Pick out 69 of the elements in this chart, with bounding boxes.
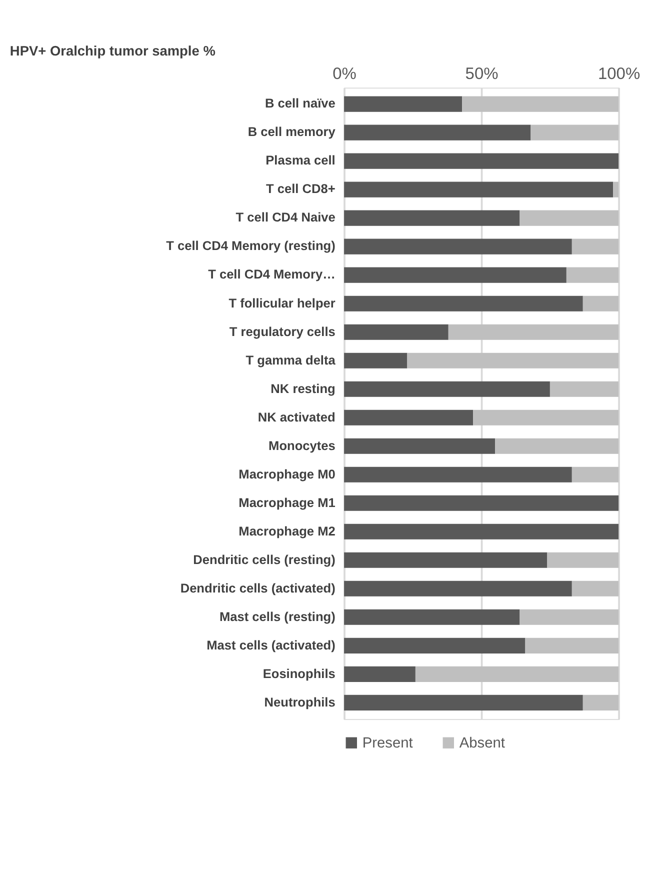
y-tick-label: Dendritic cells (activated) — [180, 580, 336, 596]
bar — [530, 124, 619, 140]
y-tick-label: B cell naïve — [264, 96, 336, 111]
y-tick-label: NK activated — [258, 409, 336, 424]
bar — [344, 666, 416, 682]
bar — [473, 410, 619, 426]
bar — [344, 124, 531, 140]
bar — [344, 381, 550, 397]
y-tick-label: T gamma delta — [246, 352, 336, 368]
bar — [344, 609, 520, 625]
y-tick-label: T follicular helper — [228, 295, 336, 310]
y-tick-label: Plasma cell — [266, 152, 336, 168]
y-tick-label: T cell CD4 Naive — [236, 210, 336, 225]
bar — [344, 153, 619, 169]
y-tick-label: Macrophage M2 — [238, 523, 336, 538]
bar — [582, 296, 619, 312]
bar — [344, 410, 474, 426]
y-tick-label: Macrophage M1 — [238, 494, 336, 510]
y-tick-label: T cell CD8+ — [266, 181, 336, 196]
bar — [495, 438, 619, 454]
bar — [407, 352, 619, 368]
y-tick-label: T regulatory cells — [229, 324, 336, 339]
text: HPV+ Oralchip tumor sample % — [10, 44, 216, 59]
bar — [344, 182, 614, 198]
bar — [344, 466, 572, 482]
x-tick-label: 100% — [598, 64, 640, 83]
bar — [572, 580, 619, 596]
bar — [344, 352, 408, 368]
bar — [572, 466, 619, 482]
bar — [344, 324, 448, 340]
bar — [344, 495, 619, 511]
bar — [344, 438, 496, 454]
bar — [344, 638, 526, 654]
bar — [344, 580, 572, 596]
bar — [415, 666, 619, 682]
y-tick-label: NK resting — [270, 380, 336, 396]
x-tick-label: 50% — [465, 64, 499, 83]
bar — [547, 552, 619, 568]
y-tick-label: Dendritic cells (resting) — [193, 552, 336, 567]
bar — [344, 552, 548, 568]
bar — [613, 182, 619, 198]
y-tick-label: Monocytes — [268, 438, 336, 453]
bar — [344, 238, 572, 254]
bar — [462, 96, 619, 112]
bar — [344, 694, 583, 710]
y-tick-label: T cell CD4 Memory (resting) — [166, 238, 336, 254]
legend-label: Absent — [459, 735, 505, 752]
bar — [344, 267, 566, 283]
bar — [550, 381, 619, 397]
y-tick-label: B cell memory — [248, 124, 336, 140]
bar — [572, 238, 619, 254]
legend-label: Present — [362, 735, 413, 752]
bar — [344, 524, 619, 540]
y-tick-label: Macrophage M0 — [238, 466, 336, 482]
bar — [566, 267, 619, 283]
y-tick-label: Mast cells (resting) — [219, 608, 336, 624]
y-tick-label: T cell CD4 Memory… — [208, 266, 336, 282]
bar — [520, 210, 619, 226]
y-tick-label: Eosinophils — [262, 666, 336, 681]
bar — [520, 609, 619, 625]
bar — [582, 694, 619, 710]
bar — [344, 210, 520, 226]
y-tick-label: Mast cells (activated) — [206, 637, 336, 652]
y-tick-label: Neutrophils — [264, 694, 336, 710]
bar — [448, 324, 619, 340]
bar — [344, 96, 462, 112]
bar — [344, 296, 583, 312]
bar — [525, 638, 619, 654]
x-tick-label: 0% — [332, 64, 357, 83]
